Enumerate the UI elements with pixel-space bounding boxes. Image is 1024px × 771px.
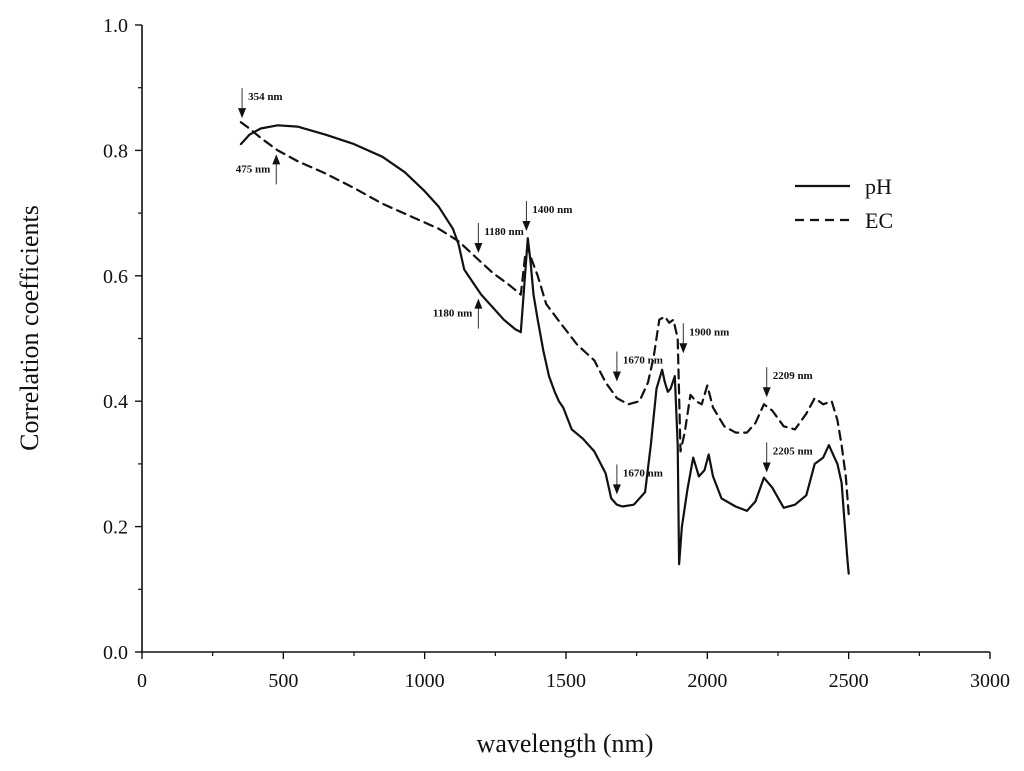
x-tick-label: 3000 — [970, 670, 1010, 692]
annotation: 1670 nm — [612, 351, 663, 382]
arrow-up-icon — [474, 298, 483, 309]
y-tick-label: 0.4 — [103, 391, 128, 413]
arrow-up-icon — [272, 154, 281, 165]
series-line-ec — [239, 121, 850, 516]
annotation-label: 1400 nm — [532, 204, 572, 216]
y-tick-label: 0.6 — [103, 266, 128, 288]
arrow-down-icon — [238, 108, 247, 119]
annotation-label: 2209 nm — [773, 370, 813, 382]
annotation-label: 1180 nm — [484, 226, 523, 238]
arrow-down-icon — [612, 371, 621, 382]
legend-label-ph: pH — [865, 174, 892, 199]
annotation: 1180 nm — [433, 298, 483, 329]
annotation-label: 1670 nm — [623, 355, 663, 367]
annotation: 2209 nm — [762, 367, 813, 398]
y-tick-label: 0.8 — [103, 140, 128, 162]
annotation-label: 1900 nm — [689, 326, 729, 338]
y-tick-label: 0.2 — [103, 517, 128, 539]
axes: 0 500 1000 1500 2000 2500 3000 0.0 0.2 0.4 0.6 0.8 1… — [103, 15, 1010, 692]
annotation: 475 nm — [236, 154, 281, 185]
annotation-layer: 354 nm 475 nm 1180 nm 1180 nm 1400 nm 1670 nm… — [236, 88, 813, 495]
arrow-down-icon — [612, 484, 621, 495]
annotation-label: 475 nm — [236, 163, 271, 175]
y-tick-label: 1.0 — [103, 15, 128, 37]
x-axis-title: wavelength (nm) — [477, 729, 654, 758]
arrow-down-icon — [474, 242, 483, 253]
arrow-down-icon — [522, 221, 531, 232]
annotation: 1180 nm — [474, 222, 524, 253]
x-tick-label: 0 — [137, 670, 147, 692]
series-line-ph — [239, 124, 850, 575]
series-layer — [239, 121, 850, 575]
arrow-down-icon — [679, 343, 688, 354]
arrow-down-icon — [762, 462, 771, 473]
legend: pH EC — [795, 174, 893, 233]
legend-label-ec: EC — [865, 208, 893, 233]
annotation-label: 2205 nm — [773, 445, 813, 457]
annotation: 1400 nm — [522, 201, 572, 232]
y-axis-title: Correlation coefficients — [15, 205, 44, 451]
x-tick-label: 1000 — [405, 670, 445, 692]
annotation-label: 354 nm — [248, 91, 283, 103]
annotation: 1670 nm — [612, 464, 663, 495]
annotation: 354 nm — [238, 88, 283, 119]
annotation-label: 1180 nm — [433, 308, 472, 320]
arrow-down-icon — [762, 387, 771, 398]
x-tick-label: 2000 — [687, 670, 727, 692]
x-tick-label: 2500 — [829, 670, 869, 692]
x-tick-label: 1500 — [546, 670, 586, 692]
y-tick-label: 0.0 — [103, 642, 128, 664]
annotation: 1900 nm — [679, 323, 729, 354]
x-tick-label: 500 — [268, 670, 298, 692]
annotation: 2205 nm — [762, 442, 813, 473]
annotation-label: 1670 nm — [623, 467, 663, 479]
